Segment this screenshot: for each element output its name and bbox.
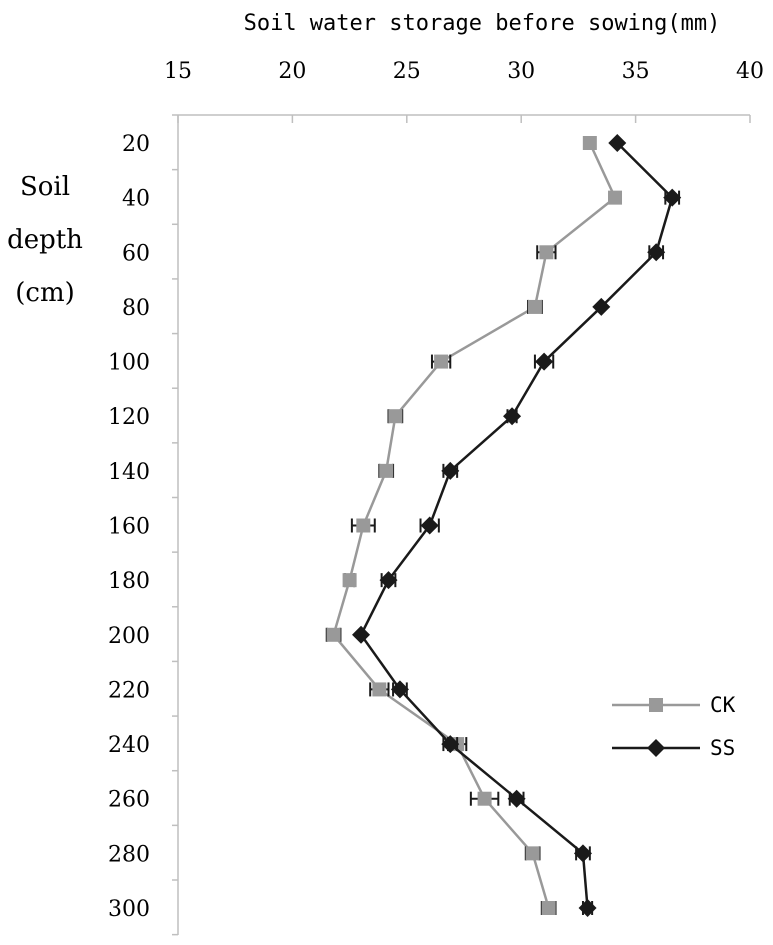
y-tick-label: 20: [122, 132, 150, 157]
x-tick-label: 15: [164, 59, 192, 84]
data-point-ss: [390, 680, 409, 699]
y-tick-label: 120: [108, 405, 150, 430]
data-point-ck: [434, 354, 449, 369]
x-tick-label: 30: [507, 59, 535, 84]
data-point-ss: [578, 899, 597, 917]
data-point-ss: [647, 243, 666, 262]
data-point-ss: [573, 844, 592, 863]
data-point-ck: [608, 190, 623, 205]
data-point-ck: [379, 463, 394, 478]
y-tick-label: 220: [108, 678, 150, 703]
data-point-ss: [592, 297, 611, 316]
data-point-ss: [441, 735, 460, 754]
data-point-ss: [663, 188, 682, 207]
series-ss: [352, 134, 682, 917]
data-point-ss: [379, 571, 398, 590]
data-point-ss: [441, 461, 460, 480]
data-point-ss: [420, 516, 439, 535]
legend-marker-ck: [649, 698, 663, 712]
data-point-ss: [535, 352, 554, 371]
data-point-ck: [356, 518, 371, 533]
data-point-ck: [326, 627, 341, 642]
data-point-ss: [507, 789, 526, 808]
y-tick-label: 200: [108, 624, 150, 649]
y-tick-label: 280: [108, 842, 150, 867]
x-tick-label: 35: [622, 59, 650, 84]
y-tick-label: 140: [108, 460, 150, 485]
y-tick-label: 100: [108, 351, 150, 376]
y-tick-label: 80: [122, 296, 150, 321]
series-line-ck: [332, 142, 617, 909]
x-tick-label: 40: [736, 59, 764, 84]
y-axis-title-line-2: depth: [7, 225, 83, 255]
data-point-ss: [608, 134, 627, 152]
data-point-ck: [388, 409, 403, 424]
y-tick-label: 300: [108, 897, 150, 922]
legend-marker-ss: [647, 739, 665, 757]
data-point-ck: [582, 136, 597, 150]
y-tick-label: 240: [108, 733, 150, 758]
data-point-ck: [477, 791, 492, 806]
plot-area: [325, 134, 682, 917]
y-tick-label: 260: [108, 788, 150, 813]
y-tick-label: 160: [108, 515, 150, 540]
data-point-ss: [503, 407, 522, 426]
data-point-ck: [525, 846, 540, 861]
legend: CK SS: [612, 693, 736, 760]
legend-label-ss: SS: [710, 736, 735, 760]
data-point-ck: [541, 901, 556, 915]
y-axis-title-line-1: Soil: [20, 172, 70, 202]
data-point-ss: [352, 625, 371, 644]
series-ck: [325, 136, 623, 915]
legend-label-ck: CK: [710, 693, 736, 717]
y-tick-label: 60: [122, 241, 150, 266]
axes: 15 20 25 30 35 40 20 40 60 80 100 120 140 160 180 200 22…: [108, 59, 764, 936]
x-tick-label: 20: [278, 59, 306, 84]
y-tick-label: 180: [108, 569, 150, 594]
x-tick-label: 25: [393, 59, 421, 84]
x-axis-title: Soil water storage before sowing(mm): [244, 11, 721, 36]
y-tick-label: 40: [122, 187, 150, 212]
data-point-ck: [539, 245, 554, 260]
data-point-ck: [342, 573, 357, 588]
y-axis-title-line-3: (cm): [15, 278, 75, 308]
y-axis-title: Soil depth (cm): [7, 172, 83, 308]
data-point-ck: [372, 682, 387, 697]
data-point-ck: [527, 299, 542, 314]
